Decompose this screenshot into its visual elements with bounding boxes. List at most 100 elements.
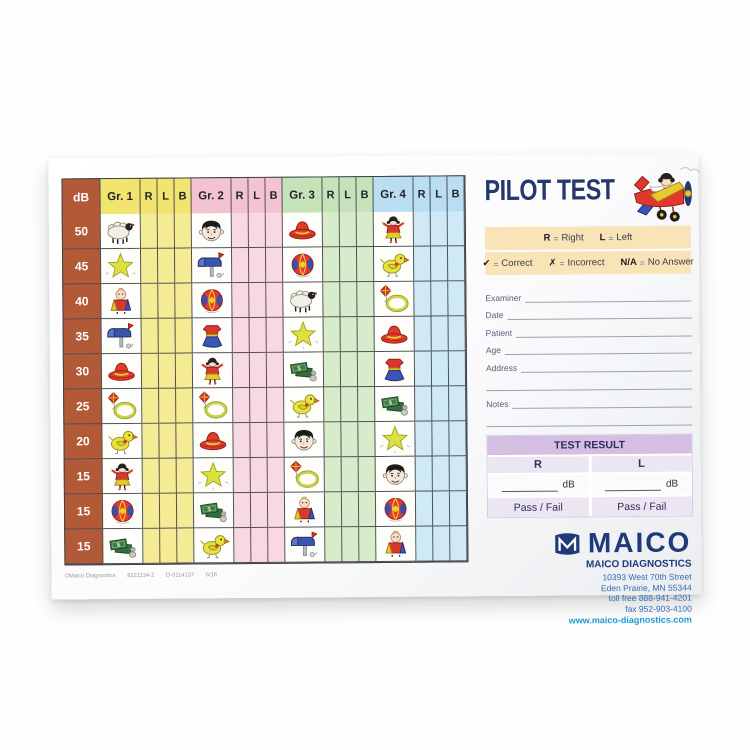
response-cell (413, 211, 431, 247)
response-cell (142, 388, 160, 424)
bird-icon (287, 389, 320, 419)
sub-header-r: R (322, 177, 340, 215)
baby-icon (379, 529, 412, 559)
mailbox-icon (288, 529, 321, 559)
equals-sign: = (493, 258, 499, 269)
sheep-icon (286, 284, 319, 314)
brand-block: MAICO MAICO DIAGNOSTICS 10393 West 70th … (487, 527, 694, 627)
response-cell (430, 211, 448, 247)
form-field-date: Date (485, 301, 692, 320)
sub-header-b: B (356, 177, 374, 215)
response-cell (158, 318, 176, 354)
picture-cell (375, 491, 417, 527)
legend-symbol: L (599, 232, 606, 244)
response-cell (175, 318, 193, 354)
picture-cell (373, 211, 414, 248)
response-cell (415, 386, 433, 422)
response-cell (267, 422, 285, 458)
form-field-address: Address (486, 354, 692, 373)
picture-cell (375, 421, 416, 457)
field-label: Address (485, 362, 518, 373)
form-field-notes: Notes (486, 390, 693, 409)
response-cell (358, 456, 376, 493)
response-cell (448, 281, 466, 317)
response-cell (340, 317, 358, 353)
response-cell (323, 282, 341, 318)
picture-cell (193, 493, 235, 529)
response-cell (416, 526, 434, 562)
form-field-examiner: Examiner (485, 284, 692, 303)
response-cell (157, 213, 175, 249)
website-text: www.maico-diagnostics.com (568, 614, 692, 626)
response-cell (266, 317, 284, 353)
picture-cell (374, 351, 416, 387)
field-label: Age (485, 345, 501, 356)
response-cell (249, 282, 267, 318)
bird-icon (197, 530, 230, 560)
result-db-unit: dB (562, 479, 575, 491)
response-cell (358, 421, 376, 458)
response-cell (249, 352, 268, 388)
response-cell (232, 352, 251, 389)
ball-icon (286, 249, 319, 279)
response-cell (324, 457, 342, 493)
info-column: PILOT TEST R = R (482, 166, 700, 627)
response-cell (415, 421, 433, 457)
db-value-cell: 50 (62, 214, 101, 250)
picture-cell (102, 458, 143, 495)
db-value-cell: 30 (63, 354, 103, 390)
response-cell (140, 213, 158, 249)
response-cell (359, 526, 377, 563)
response-cell (158, 283, 176, 319)
legend-meaning: Correct (501, 257, 533, 270)
response-cell (141, 318, 159, 354)
money-icon (287, 354, 320, 384)
response-cell (356, 247, 375, 283)
response-cell (265, 212, 283, 248)
response-cell (323, 352, 342, 388)
response-cell (324, 492, 343, 528)
kite-and-hoop-icon (377, 284, 410, 314)
picture-cell (193, 423, 234, 459)
response-cell (323, 317, 341, 353)
response-cell (265, 247, 284, 283)
response-cell (249, 317, 267, 353)
response-cell (339, 212, 357, 248)
legend-meaning: Right (561, 232, 584, 244)
picture-cell (373, 246, 415, 283)
response-cell (415, 491, 434, 527)
response-cell (267, 387, 285, 423)
group-header-2: Gr. 2 (191, 178, 232, 216)
result-pass-fail: Pass / Fail (487, 497, 589, 518)
result-ear-label: L (591, 455, 692, 473)
mailbox-icon (195, 250, 228, 280)
legend-item: ✔ = Correct (482, 258, 532, 269)
sheep-icon (104, 216, 137, 246)
sub-header-b: B (265, 177, 283, 215)
legend-symbol: ✔ (482, 258, 491, 270)
response-cell (140, 248, 159, 284)
response-cell (449, 456, 467, 492)
response-cell (322, 212, 340, 248)
star-icon (378, 424, 411, 454)
group-header-3: Gr. 3 (282, 177, 323, 215)
dress-icon (378, 354, 411, 384)
response-cell (248, 212, 266, 248)
response-cell (358, 386, 376, 423)
print-codes: ©Maico Diagnostics 8121134-2 D-0114137 6… (65, 571, 228, 579)
legend-symbol: N/A (620, 256, 637, 269)
response-cell (431, 351, 450, 387)
legend-item: ✗ = Incorrect (549, 257, 605, 268)
picture-cell (102, 388, 143, 425)
equals-sign: = (608, 232, 614, 243)
response-cell (175, 283, 193, 319)
part-number: 8121134-2 (127, 571, 155, 579)
girl-doll-icon (196, 355, 229, 385)
kite-and-hoop-icon (288, 459, 321, 489)
response-cell (159, 458, 177, 494)
legend-symbol: ✗ (548, 257, 557, 269)
address-block: 10393 West 70th Street Eden Prairie, MN 5… (488, 572, 692, 616)
response-cell (141, 353, 160, 389)
response-cell (142, 493, 161, 529)
